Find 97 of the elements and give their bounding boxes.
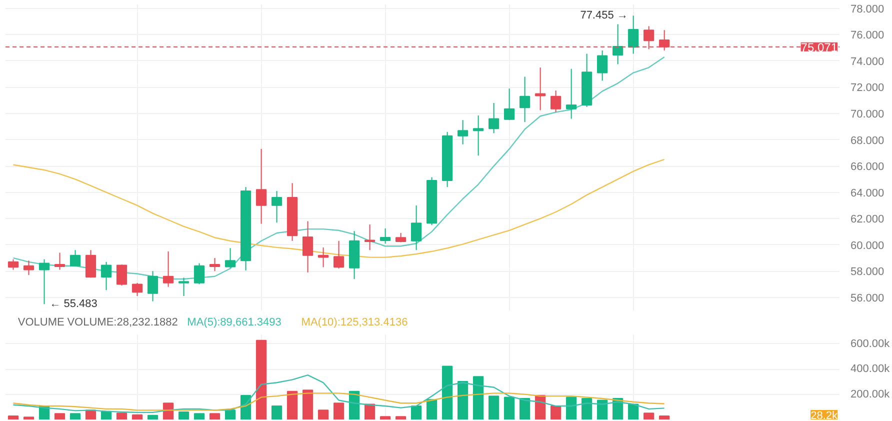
y-tick-label: 400.00k (850, 363, 890, 376)
annotation: ← 55.483 (50, 298, 98, 310)
y-tick-label: 70.000 (850, 108, 884, 121)
candlestick (318, 246, 329, 268)
annotation: 77.455 → (580, 10, 628, 22)
candlestick (566, 68, 577, 120)
bar (256, 340, 267, 420)
bar (380, 416, 391, 420)
bar (54, 413, 66, 420)
line-series (12, 158, 665, 258)
bar (132, 414, 143, 420)
bar (318, 410, 329, 420)
candlestick (162, 250, 174, 288)
bar (473, 376, 484, 420)
y-tick-label: 66.000 (850, 161, 884, 174)
bar (70, 413, 81, 420)
y-tick-label: 74.000 (850, 56, 884, 68)
bar (178, 411, 190, 420)
bar (23, 416, 34, 420)
ref-line-label: 75.071 (800, 40, 838, 54)
candlestick (194, 262, 205, 285)
y-tick-label: 60.000 (850, 240, 884, 252)
bar (520, 398, 530, 420)
candlestick (116, 264, 128, 286)
candlestick (256, 148, 267, 224)
text: MA(5):89,661.3493 (187, 316, 282, 328)
bar (442, 366, 453, 420)
text: 28.2k (810, 410, 838, 421)
bar (209, 413, 220, 420)
bar (410, 406, 422, 420)
text: VOLUME:28,232.1882 (67, 316, 178, 328)
bar (550, 406, 562, 420)
candlestick (612, 24, 624, 65)
y-tick-label: 58.000 (850, 266, 884, 278)
y-tick-label: 76.000 (850, 30, 884, 42)
text: MA(10):125,313.4136 (301, 316, 408, 328)
candlestick (178, 277, 190, 297)
candlestick (550, 90, 562, 113)
bar (488, 396, 500, 420)
text: VOLUME (18, 316, 64, 328)
bar (194, 413, 205, 420)
bar (333, 402, 344, 420)
candlestick (147, 270, 158, 302)
bar (224, 410, 236, 420)
bar (116, 412, 128, 420)
y-tick-label: 200.00k (850, 388, 890, 400)
candlestick (23, 260, 34, 276)
bar (659, 415, 670, 420)
candlestick (271, 190, 282, 224)
bar (426, 399, 438, 420)
bar (582, 398, 592, 420)
bar (597, 400, 608, 420)
candlestick (70, 250, 81, 266)
line-series (12, 374, 665, 414)
bar (644, 412, 654, 420)
candlestick (8, 258, 19, 270)
y-tick-label: 600.00k (850, 338, 890, 350)
bar (364, 404, 376, 420)
bar (504, 396, 515, 420)
candlestick (100, 261, 112, 291)
candlestick (209, 257, 220, 272)
candlestick (333, 240, 344, 269)
candlestick (410, 204, 422, 251)
bar (271, 406, 282, 420)
candlestick (473, 114, 484, 156)
bar (147, 414, 158, 420)
bar (566, 396, 577, 420)
bar (395, 416, 406, 420)
candlestick (302, 220, 314, 273)
y-tick-label: 62.000 (850, 214, 884, 226)
candlestick (504, 88, 515, 121)
y-tick-label: 64.000 (850, 187, 884, 200)
bar (286, 390, 298, 420)
candlestick (458, 120, 468, 145)
bar (628, 404, 639, 420)
candlestick (380, 228, 391, 244)
candlestick (535, 67, 546, 111)
candlestick (224, 248, 236, 268)
candlestick (597, 50, 608, 82)
candlestick (628, 15, 639, 54)
y-tick-label: 68.000 (850, 134, 884, 147)
line-series (12, 392, 665, 411)
candlestick (520, 76, 530, 123)
bar (458, 380, 468, 420)
candlestick (132, 282, 143, 297)
y-tick-label: 56.000 (850, 292, 884, 304)
candlestick (488, 102, 500, 134)
bar (8, 415, 19, 420)
candlestick (38, 258, 50, 305)
bar (348, 390, 360, 420)
candlestick (54, 252, 66, 270)
bar (302, 390, 314, 420)
candlestick (85, 250, 96, 278)
y-tick-label: 72.000 (850, 82, 884, 94)
candlestick (364, 224, 376, 251)
y-tick-label: 78.000 (850, 3, 884, 16)
bar (162, 402, 174, 420)
